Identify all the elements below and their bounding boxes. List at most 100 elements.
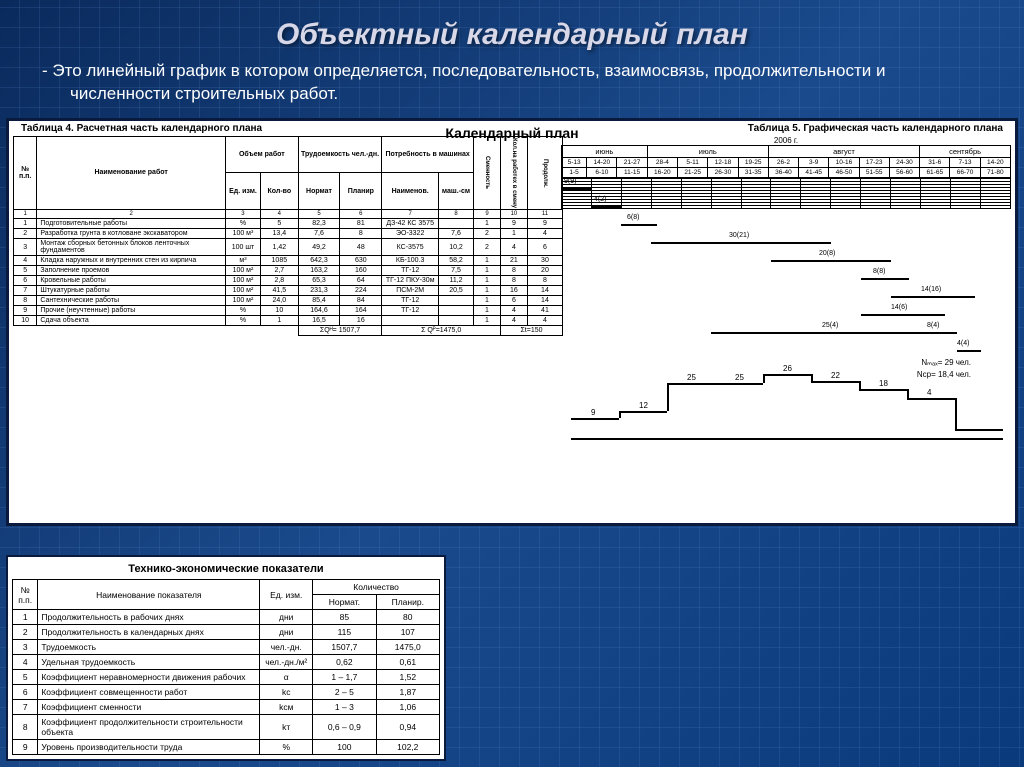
- gantt-cell: [831, 205, 861, 208]
- t4-cell: 231,3: [298, 286, 340, 296]
- date-cell: 5-13: [562, 157, 587, 167]
- t4-cell: 49,2: [298, 239, 340, 256]
- t4-cell: 64: [340, 276, 382, 286]
- tei-cell: Уровень производительности труда: [38, 740, 260, 755]
- t4-cell: 4: [527, 316, 562, 326]
- t4-cell: 1: [474, 266, 501, 276]
- t4-cell: ПСМ-2М: [382, 286, 439, 296]
- gantt-grid: [561, 178, 1011, 209]
- t4-cell: 58,2: [439, 256, 474, 266]
- t4-cell: 1: [474, 219, 501, 229]
- tei-cell: 0,61: [376, 655, 439, 670]
- t4-cell: 7,5: [439, 266, 474, 276]
- t4-cell: 8: [500, 266, 527, 276]
- step-segment: [571, 418, 619, 420]
- tei-cell: 0,6 – 0,9: [313, 715, 376, 740]
- tei-table: № п.п. Наименование показателя Ед. изм. …: [12, 579, 440, 755]
- t4-cell: 1: [500, 229, 527, 239]
- t4-cell: 7,6: [298, 229, 340, 239]
- t4-cell: 41: [527, 306, 562, 316]
- tei-cell: 6: [13, 685, 38, 700]
- step-baseline: [571, 438, 1003, 440]
- t4-cell: 85,4: [298, 296, 340, 306]
- t4-h-lab: Трудоемкость чел.-дн.: [298, 136, 382, 173]
- t4-cell: 4: [527, 229, 562, 239]
- date-cell: 66-70: [950, 167, 980, 177]
- step-segment: [715, 383, 763, 385]
- t4-cell: 1085: [260, 256, 298, 266]
- t4-cell: [439, 219, 474, 229]
- tei-cell: 102,2: [376, 740, 439, 755]
- t4-cell: 1: [474, 316, 501, 326]
- gantt-bar-label: 4(2): [594, 196, 606, 203]
- documents-panel: Календарный план Таблица 4. Расчетная ча…: [6, 118, 1018, 526]
- subtitle-text: - Это линейный график в котором определя…: [0, 60, 1024, 118]
- tei-cell: kс: [260, 685, 313, 700]
- t4-cell: 1: [474, 256, 501, 266]
- gantt-bar: [957, 350, 981, 352]
- t4-numcell: 3: [225, 210, 260, 219]
- tei-cell: 1507,7: [313, 640, 376, 655]
- step-value: 25: [687, 373, 696, 382]
- date-cell: 51-55: [859, 167, 889, 177]
- gantt-bar: [861, 278, 909, 280]
- t4-cell: Штукатурные работы: [37, 286, 226, 296]
- tei-cell: kт: [260, 715, 313, 740]
- tei-cell: 2 – 5: [313, 685, 376, 700]
- tei-cell: α: [260, 670, 313, 685]
- t4-sh-qty: Кол-во: [260, 173, 298, 210]
- gantt-bar: [771, 260, 891, 262]
- tei-h-num: № п.п.: [13, 580, 38, 610]
- gantt-cell: [741, 205, 771, 208]
- t4-cell: 65,3: [298, 276, 340, 286]
- t4-cell: Разработка грунта в котловане экскаватор…: [37, 229, 226, 239]
- t4-cell: 81: [340, 219, 382, 229]
- t4-cell: 5: [14, 266, 37, 276]
- t4-h-num: № п.п.: [14, 136, 37, 209]
- t4-cell: [439, 306, 474, 316]
- t4-cell: 14: [527, 296, 562, 306]
- date-cell: 14-20: [587, 157, 617, 167]
- t4-cell: 642,3: [298, 256, 340, 266]
- t4-h-workers: Кол.на работех в смену: [500, 136, 527, 209]
- date-cell: 6-10: [587, 167, 617, 177]
- t4-cell: 84: [340, 296, 382, 306]
- tei-cell: Коэффициент совмещенности работ: [38, 685, 260, 700]
- tei-cell: 107: [376, 625, 439, 640]
- gantt-bar-label: 4(4): [957, 340, 969, 347]
- t4-cell: 163,2: [298, 266, 340, 276]
- gantt-bar: [561, 188, 591, 190]
- date-cell: 21-25: [678, 167, 708, 177]
- month-cell: июнь: [562, 145, 648, 157]
- step-segment: [955, 429, 1003, 431]
- date-cell: 17-23: [859, 157, 889, 167]
- tei-cell: 1,52: [376, 670, 439, 685]
- step-value: 12: [639, 401, 648, 410]
- t4-numcell: 5: [298, 210, 340, 219]
- t4-cell: 224: [340, 286, 382, 296]
- date-cell: 3-9: [799, 157, 829, 167]
- tei-h-unit: Ед. изм.: [260, 580, 313, 610]
- t4-cell: 6: [14, 276, 37, 286]
- t4-cell: 82,3: [298, 219, 340, 229]
- t4-cell: 8: [527, 276, 562, 286]
- gantt-cell: [891, 205, 921, 208]
- gantt-bar: [651, 242, 831, 244]
- date-cell: 56-60: [889, 167, 919, 177]
- t4-numcell: 6: [340, 210, 382, 219]
- step-value: 18: [879, 379, 888, 388]
- t4-cell: 24,0: [260, 296, 298, 306]
- t4-cell: 2,8: [260, 276, 298, 286]
- step-value: 26: [783, 364, 792, 373]
- tei-cell: 0,94: [376, 715, 439, 740]
- t4-cell: 30: [527, 256, 562, 266]
- t4-cell: 13,4: [260, 229, 298, 239]
- t4-cell: 1: [474, 286, 501, 296]
- step-vertical: [907, 389, 909, 398]
- tei-cell: 1 – 3: [313, 700, 376, 715]
- step-value: 22: [831, 371, 840, 380]
- t4-cell: 2: [474, 239, 501, 256]
- gantt-cell: [801, 205, 831, 208]
- gantt-cell: [771, 205, 801, 208]
- t4-cell: 100 м²: [225, 286, 260, 296]
